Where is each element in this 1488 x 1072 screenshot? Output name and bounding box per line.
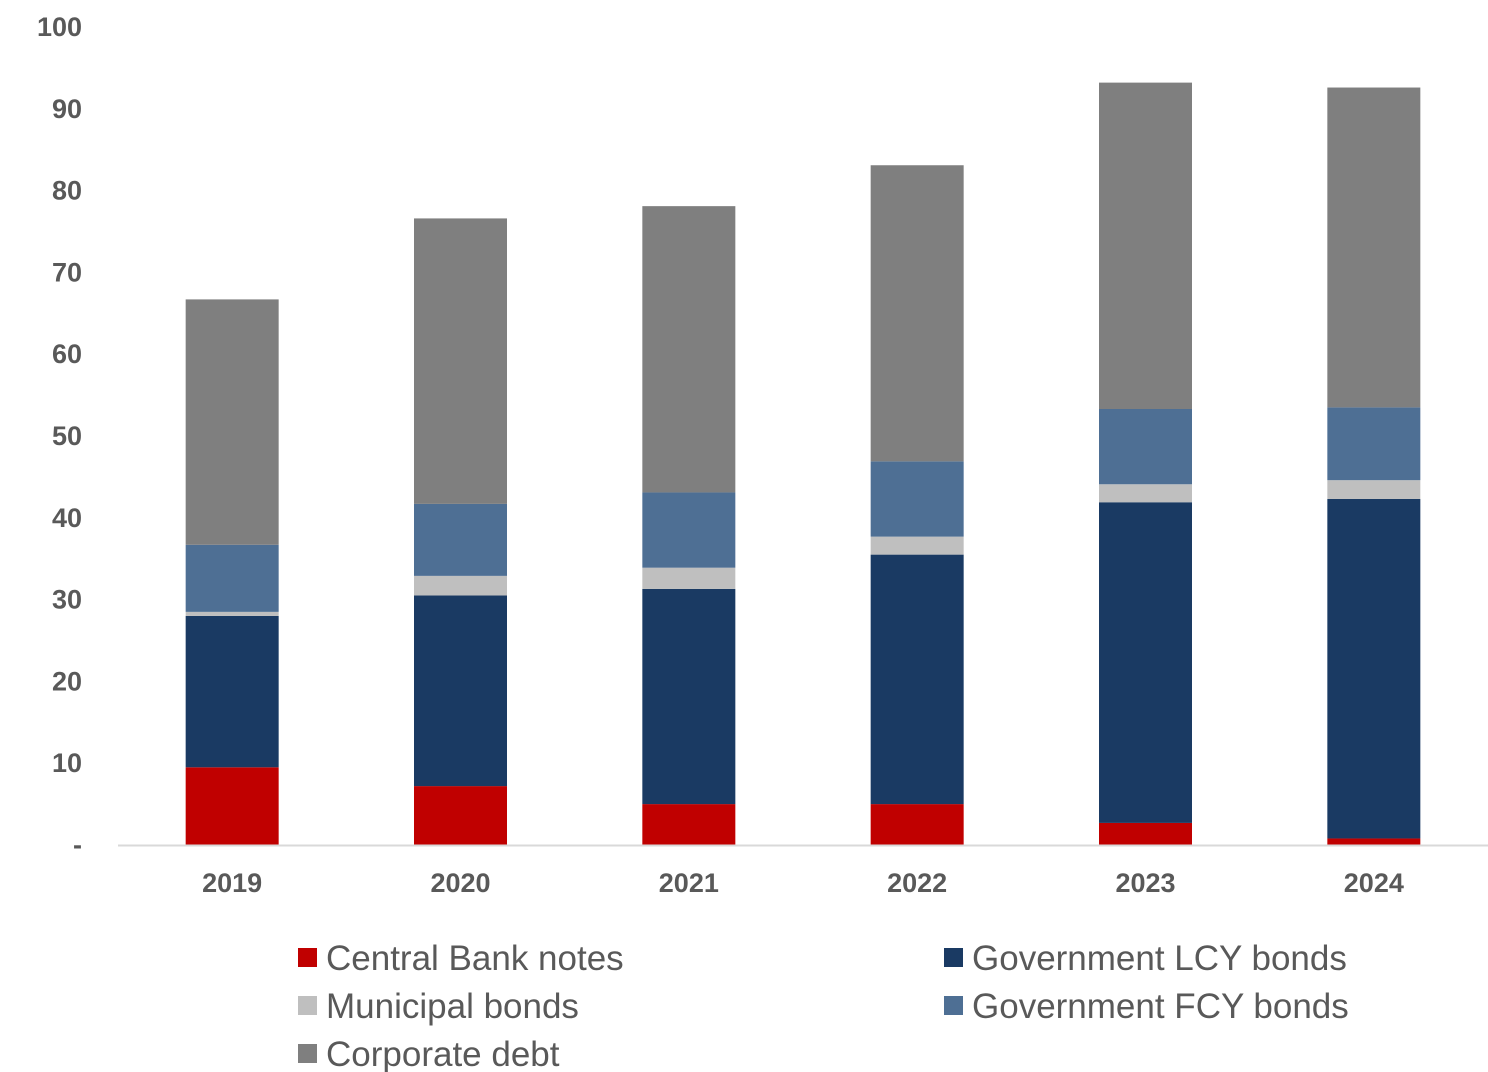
bar-segment: [870, 165, 964, 462]
y-tick-label: 10: [52, 748, 82, 778]
x-tick-label: 2023: [1115, 868, 1175, 898]
legend: Central Bank notes Government LCY bonds Mu…: [298, 939, 1349, 1072]
bar-stack-2019: [185, 299, 279, 845]
bar-stack-2022: [870, 165, 964, 845]
bar-stack-2023: [1099, 82, 1192, 845]
bar-stack-2020: [414, 218, 507, 845]
x-tick-label: 2020: [430, 868, 490, 898]
bar-segment: [1327, 407, 1421, 481]
y-tick-label: 80: [52, 176, 82, 206]
bar-segment: [1327, 838, 1421, 845]
legend-swatch: [298, 1044, 317, 1063]
legend-item: Central Bank notes: [298, 939, 624, 978]
legend-item: Government LCY bonds: [944, 939, 1347, 978]
legend-item: Government FCY bonds: [944, 987, 1349, 1026]
x-tick-label: 2022: [887, 868, 947, 898]
bar-segment: [642, 588, 736, 805]
y-tick-label: 100: [37, 12, 82, 42]
bar-stacks: [185, 82, 1421, 845]
legend-item: Corporate debt: [298, 1035, 560, 1072]
x-axis-ticks: 2019 2020 2021 2022 2023 2024: [202, 868, 1404, 898]
y-tick-label: 50: [52, 421, 82, 451]
bar-segment: [642, 206, 736, 493]
x-tick-label: 2021: [659, 868, 719, 898]
bar-segment: [414, 503, 507, 576]
bar-segment: [185, 544, 279, 612]
x-tick-label: 2019: [202, 868, 262, 898]
legend-label: Central Bank notes: [326, 939, 624, 978]
bar-segment: [185, 611, 279, 616]
y-tick-label: 20: [52, 666, 82, 696]
bar-segment: [870, 554, 964, 805]
legend-label: Government FCY bonds: [972, 987, 1349, 1026]
legend-item: Municipal bonds: [298, 987, 579, 1026]
legend-label: Corporate debt: [326, 1035, 560, 1072]
bar-segment: [1099, 82, 1192, 410]
bar-segment: [414, 786, 507, 845]
y-tick-label: 40: [52, 503, 82, 533]
bar-segment: [414, 218, 507, 504]
bar-segment: [870, 461, 964, 537]
y-tick-label: -: [73, 830, 82, 860]
bar-segment: [1099, 822, 1192, 845]
bar-segment: [642, 804, 736, 845]
bar-segment: [642, 567, 736, 589]
legend-swatch: [298, 948, 317, 967]
bar-segment: [185, 767, 279, 845]
bar-segment: [1327, 87, 1421, 408]
bar-stack-2021: [642, 206, 736, 845]
bar-segment: [1327, 498, 1421, 839]
y-tick-label: 30: [52, 585, 82, 615]
bar-segment: [414, 595, 507, 787]
legend-label: Municipal bonds: [326, 987, 579, 1026]
bar-segment: [870, 536, 964, 555]
y-tick-label: 60: [52, 339, 82, 369]
x-tick-label: 2024: [1344, 868, 1404, 898]
bar-segment: [1099, 502, 1192, 823]
bar-segment: [642, 492, 736, 568]
y-tick-label: 90: [52, 94, 82, 124]
legend-swatch: [944, 996, 963, 1015]
bar-stack-2024: [1327, 87, 1421, 845]
legend-swatch: [298, 996, 317, 1015]
legend-swatch: [944, 948, 963, 967]
bar-segment: [1099, 409, 1192, 485]
y-axis-ticks: - 10 20 30 40 50 60 70 80 90 100: [37, 12, 82, 860]
bar-segment: [185, 299, 279, 545]
bar-segment: [1327, 480, 1421, 499]
legend-label: Government LCY bonds: [972, 939, 1347, 978]
y-tick-label: 70: [52, 257, 82, 287]
bar-segment: [870, 804, 964, 845]
bar-segment: [414, 575, 507, 596]
bar-segment: [185, 615, 279, 768]
bar-segment: [1099, 484, 1192, 503]
